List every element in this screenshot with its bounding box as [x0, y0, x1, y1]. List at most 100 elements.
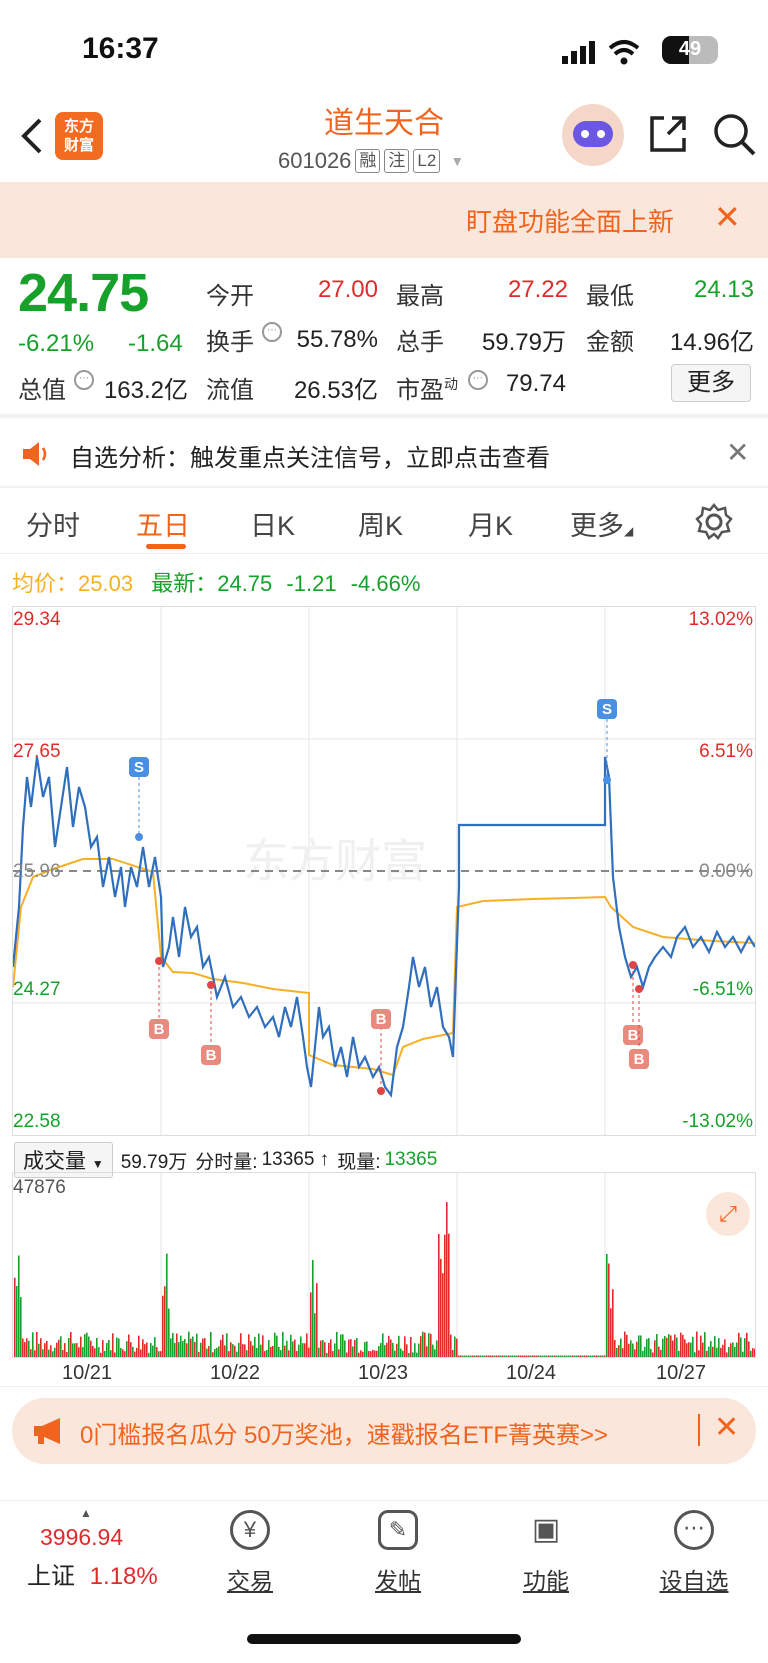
- tab-monthly-k[interactable]: 月K: [468, 511, 514, 541]
- volume-bar: [224, 1345, 226, 1357]
- volume-bar: [358, 1352, 360, 1357]
- volume-bar: [348, 1339, 350, 1357]
- index-row[interactable]: 上证 1.18%: [27, 1556, 158, 1591]
- volume-bar: [338, 1349, 340, 1357]
- volume-bar: [124, 1351, 126, 1357]
- volume-bar: [450, 1334, 452, 1357]
- volume-bar: [390, 1339, 392, 1357]
- more-button[interactable]: 更多: [671, 364, 751, 402]
- volume-bar: [40, 1338, 42, 1357]
- volume-bar: [354, 1339, 356, 1357]
- close-icon[interactable]: ✕: [714, 1411, 740, 1444]
- volume-bar: [96, 1337, 98, 1357]
- feature-banner[interactable]: 盯盘功能全面上新 ✕: [0, 182, 768, 258]
- search-icon[interactable]: [712, 112, 758, 158]
- volume-bar: [544, 1355, 546, 1357]
- volume-bar: [320, 1340, 322, 1357]
- promo-banner[interactable]: 0门槛报名瓜分 50万奖池，速戳报名ETF菁英赛>> ✕: [12, 1398, 756, 1464]
- caret-up-icon[interactable]: ▲: [80, 1506, 92, 1520]
- fenshi-label: 分时量:: [195, 1151, 258, 1173]
- back-icon[interactable]: [18, 116, 46, 156]
- volume-bar: [264, 1351, 266, 1357]
- divider: [0, 414, 768, 418]
- volume-bar: [676, 1337, 678, 1357]
- volume-bar: [254, 1336, 256, 1357]
- volume-bar: [546, 1355, 548, 1357]
- assistant-avatar[interactable]: [562, 104, 624, 166]
- info-icon[interactable]: ⋯: [262, 322, 282, 342]
- x-date: 10/23: [358, 1362, 409, 1384]
- y-right-tick: 13.02%: [688, 609, 753, 630]
- volume-bar: [202, 1338, 204, 1357]
- volume-bar: [640, 1335, 642, 1357]
- volume-bar: [214, 1348, 216, 1357]
- volume-bar: [154, 1337, 156, 1357]
- volume-bar: [312, 1259, 314, 1357]
- volume-bar: [296, 1351, 298, 1357]
- y-left-tick: 29.34: [13, 609, 61, 630]
- volume-bar: [434, 1349, 436, 1357]
- nav-add-watch[interactable]: ⋯ 设自选: [644, 1510, 744, 1596]
- signal-wifi-icon: [562, 40, 640, 65]
- tab-five-day[interactable]: 五日: [136, 511, 190, 541]
- volume-bar: [532, 1355, 534, 1357]
- volume-bar: [236, 1351, 238, 1357]
- volume-chart[interactable]: 47876: [12, 1172, 756, 1358]
- volume-bar: [674, 1334, 676, 1357]
- stock-code-row[interactable]: 601026 融 注 L2 ▼: [278, 148, 464, 174]
- close-icon[interactable]: ✕: [714, 199, 741, 235]
- volume-bar: [366, 1341, 368, 1357]
- volume-bar: [100, 1352, 102, 1357]
- volume-bar: [510, 1355, 512, 1357]
- volume-bar: [88, 1336, 90, 1357]
- volume-bar: [480, 1355, 482, 1357]
- volume-bar: [370, 1351, 372, 1357]
- volume-bar: [150, 1343, 152, 1357]
- info-icon[interactable]: ⋯: [74, 370, 94, 390]
- analysis-notice[interactable]: 自选分析：触发重点关注信号，立即点击查看 ✕: [0, 420, 768, 486]
- expand-icon[interactable]: ⤢: [706, 1192, 750, 1236]
- volume-bar: [82, 1347, 84, 1357]
- volume-bar: [166, 1253, 168, 1357]
- avg-label: 均价：: [12, 571, 79, 596]
- settings-icon[interactable]: [694, 502, 734, 542]
- volume-bar: [44, 1343, 46, 1357]
- volume-bar: [724, 1339, 726, 1357]
- volume-bar: [134, 1351, 136, 1357]
- volume-bar: [642, 1350, 644, 1357]
- index-value[interactable]: 3996.94: [40, 1524, 124, 1550]
- volume-bar: [26, 1338, 28, 1357]
- volume-bar: [578, 1355, 580, 1357]
- volume-bar: [130, 1342, 132, 1357]
- tab-weekly-k[interactable]: 周K: [358, 511, 404, 541]
- volume-bar: [200, 1342, 202, 1357]
- info-icon[interactable]: ⋯: [468, 370, 488, 390]
- price-chart[interactable]: 东方财富 S B B B S: [12, 606, 756, 1136]
- volume-bar: [148, 1352, 150, 1357]
- volume-bar: [174, 1342, 176, 1357]
- volume-bar: [48, 1349, 50, 1357]
- volume-bar: [424, 1332, 426, 1357]
- close-icon[interactable]: ✕: [726, 437, 750, 468]
- volume-bar: [332, 1351, 334, 1357]
- status-bar: 16:37 49: [0, 0, 768, 100]
- tab-daily-k[interactable]: 日K: [250, 511, 296, 541]
- tab-more[interactable]: 更多◢: [570, 511, 634, 541]
- volume-bar: [448, 1233, 450, 1357]
- nav-functions[interactable]: ▣ 功能: [496, 1510, 596, 1596]
- volume-bar: [36, 1331, 38, 1357]
- volume-bar: [728, 1347, 730, 1357]
- tab-intraday[interactable]: 分时: [26, 511, 80, 541]
- nav-trade[interactable]: ¥ 交易: [200, 1510, 300, 1596]
- volume-bar: [378, 1346, 380, 1357]
- volume-bar: [590, 1355, 592, 1357]
- volume-bar: [64, 1343, 66, 1357]
- dropdown-caret-icon[interactable]: ▼: [450, 153, 465, 169]
- share-icon[interactable]: [646, 112, 690, 156]
- volume-bar: [584, 1355, 586, 1357]
- volume-bar: [240, 1333, 242, 1357]
- svg-text:B: B: [206, 1047, 217, 1064]
- volume-bar: [464, 1355, 466, 1357]
- volume-bar: [498, 1355, 500, 1357]
- nav-post[interactable]: ✎ 发帖: [348, 1510, 448, 1596]
